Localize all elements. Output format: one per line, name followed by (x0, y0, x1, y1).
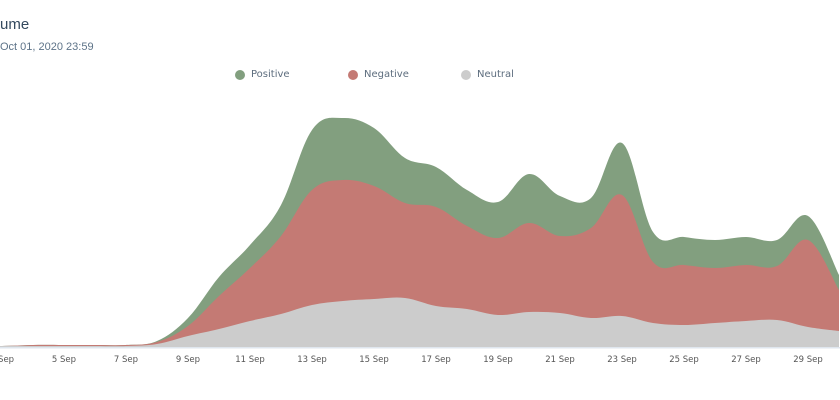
area-series-neutral[interactable] (0, 297, 839, 348)
legend-dot-positive (235, 69, 245, 80)
area-series-negative[interactable] (0, 179, 839, 347)
x-tick-label: 15 Sep (359, 355, 389, 365)
x-tick-label: 9 Sep (176, 355, 200, 365)
chart-title: ume (0, 16, 30, 33)
legend-item-positive[interactable]: Positive (235, 69, 290, 80)
legend-label: Neutral (477, 69, 514, 80)
legend: Positive Negative Neutral (0, 69, 840, 83)
legend-dot-negative (348, 69, 358, 80)
legend-item-neutral[interactable]: Neutral (461, 69, 514, 80)
x-tick-label: 27 Sep (731, 355, 761, 365)
legend-dot-neutral (461, 69, 471, 80)
x-tick-label: 29 Sep (793, 355, 823, 365)
area-layers (0, 117, 839, 348)
chart-subtitle: Oct 01, 2020 23:59 (0, 41, 94, 53)
x-tick-label: 5 Sep (52, 355, 76, 365)
x-tick-label: 11 Sep (235, 355, 265, 365)
legend-label: Positive (251, 69, 290, 80)
x-tick-label: 13 Sep (297, 355, 327, 365)
legend-label: Negative (364, 69, 409, 80)
x-tick-label: 19 Sep (483, 355, 513, 365)
x-tick-label: 25 Sep (669, 355, 699, 365)
x-tick-label: 17 Sep (421, 355, 451, 365)
legend-item-negative[interactable]: Negative (348, 69, 409, 80)
x-tick-label: 23 Sep (607, 355, 637, 365)
x-tick-label: 21 Sep (545, 355, 575, 365)
x-tick-label: 7 Sep (114, 355, 138, 365)
x-tick-label: 3 Sep (0, 355, 14, 365)
x-axis-ticks: 3 Sep 5 Sep 7 Sep 9 Sep 11 Sep 13 Sep 15 Sep 17… (0, 355, 823, 365)
